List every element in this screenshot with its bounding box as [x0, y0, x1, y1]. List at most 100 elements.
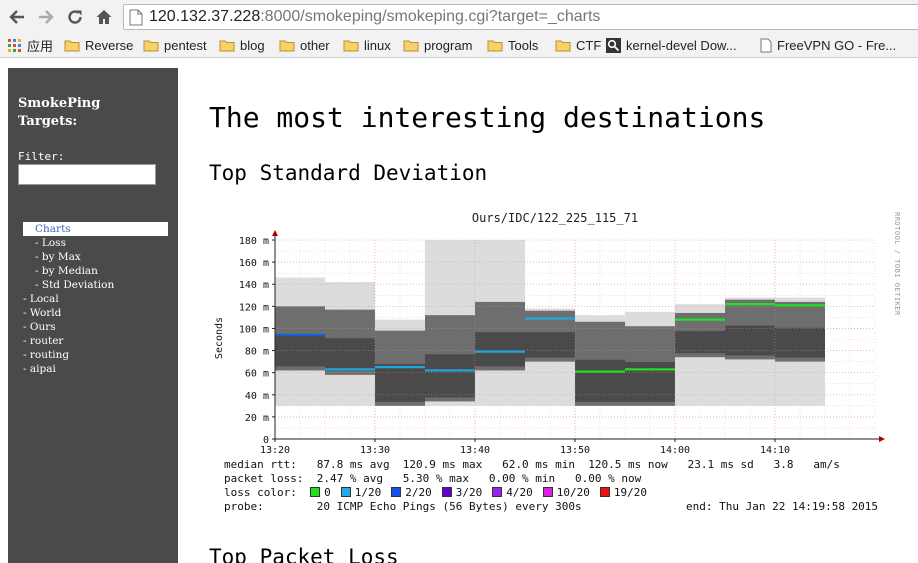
bookmark-0[interactable]: 应用: [8, 37, 53, 54]
folder-icon: [555, 39, 576, 52]
browser-toolbar: 120.132.37.228:8000/smokeping/smokeping.…: [0, 0, 918, 33]
x-axis-arrow-icon: [879, 436, 885, 442]
y-tick-label: 80 m: [245, 347, 269, 358]
menu-item-0[interactable]: Charts: [23, 222, 168, 236]
bookmark-label: CTF: [576, 38, 602, 53]
smoke-core-band: [475, 332, 525, 367]
smoke-core-band: [775, 327, 825, 358]
reload-icon: [68, 10, 82, 24]
bookmark-label: other: [300, 38, 330, 53]
menu-item-3[interactable]: - by Median: [35, 265, 98, 277]
bookmark-label: Tools: [508, 38, 539, 53]
bookmark-7[interactable]: Tools: [487, 37, 538, 54]
loss-color-label: 0: [324, 486, 331, 499]
sidebar: SmokePing Targets: Filter: Charts - Loss -…: [8, 68, 178, 563]
loss-color-swatch: [599, 487, 610, 497]
y-axis-label: Seconds: [214, 317, 225, 359]
filter-label: Filter:: [18, 150, 65, 163]
y-tick-label: 20 m: [245, 413, 269, 424]
y-tick-label: 40 m: [245, 391, 269, 402]
bookmark-6[interactable]: program: [403, 37, 472, 54]
x-tick-label: 14:10: [760, 445, 790, 456]
x-tick-label: 13:20: [260, 445, 290, 456]
smoke-core-band: [375, 364, 425, 402]
loss-color-label: 10/20: [556, 486, 590, 499]
menu-item-7[interactable]: - Ours: [23, 321, 56, 333]
bookmark-label: program: [424, 38, 473, 53]
folder-icon: [64, 39, 85, 52]
y-tick-label: 100 m: [239, 324, 269, 335]
loss-color-item: 1/20: [340, 486, 382, 499]
y-tick-label: 140 m: [239, 280, 269, 291]
loss-color-swatch: [340, 487, 351, 497]
forward-button[interactable]: [35, 6, 57, 28]
bookmark-10[interactable]: FreeVPN GO - Fre...: [760, 37, 896, 54]
smoke-core-band: [675, 331, 725, 354]
home-icon: [96, 10, 112, 24]
menu-item-1[interactable]: - Loss: [35, 237, 66, 249]
bookmark-2[interactable]: pentest: [143, 37, 207, 54]
loss-color-swatch: [441, 487, 452, 497]
rrdtool-credit: RRDTOOL / TOBI OETIKER: [893, 212, 901, 316]
smokeping-chart: 0 20 m 40 m 60 m 80 m 100 m 120 m 140 m 160 m 180…: [214, 230, 885, 456]
x-tick-label: 14:00: [660, 445, 690, 456]
menu-item-8[interactable]: - router: [23, 335, 64, 347]
bookmark-3[interactable]: blog: [219, 37, 265, 54]
section-title-std-deviation: Top Standard Deviation: [209, 161, 488, 185]
arrow-left-icon: [9, 10, 24, 24]
loss-color-label: loss color:: [224, 486, 311, 499]
loss-color-item: 2/20: [391, 486, 432, 499]
bookmark-label: FreeVPN GO - Fre...: [777, 38, 897, 53]
sidebar-title: SmokePing Targets:: [18, 96, 101, 129]
y-tick-label: 180 m: [239, 236, 269, 247]
bookmark-label: Reverse: [85, 38, 134, 53]
filter-input[interactable]: [18, 164, 156, 185]
menu-item-5[interactable]: - Local: [23, 293, 59, 305]
smoke-core-band: [625, 362, 675, 402]
apps-grid-icon: [8, 38, 27, 53]
url-text[interactable]: 120.132.37.228:8000/smokeping/smokeping.…: [149, 8, 601, 25]
loss-color-item: 0: [310, 486, 331, 499]
loss-color-item: 19/20: [599, 486, 647, 499]
x-tick-label: 13:30: [360, 445, 390, 456]
packet-loss-line: packet loss: 2.47 % avg 5.30 % max 0.00 …: [224, 472, 642, 485]
x-tick-label: 13:50: [560, 445, 590, 456]
bookmark-label: 应用: [27, 39, 54, 54]
bookmark-label: blog: [240, 38, 265, 53]
bookmarks-bar: 应用 Reverse pentest blog other linux program Too…: [0, 33, 918, 58]
home-button[interactable]: [93, 6, 115, 28]
loss-color-item: 4/20: [492, 486, 533, 499]
y-tick-label: 60 m: [245, 369, 269, 380]
bookmark-label: pentest: [164, 38, 207, 53]
menu-item-6[interactable]: - World: [23, 307, 62, 319]
bookmark-4[interactable]: other: [279, 37, 330, 54]
folder-icon: [487, 39, 508, 52]
back-button[interactable]: [6, 6, 28, 28]
smoke-core-band: [725, 325, 775, 356]
reload-button[interactable]: [64, 6, 86, 28]
address-bar[interactable]: 120.132.37.228:8000/smokeping/smokeping.…: [123, 4, 918, 30]
menu-item-10[interactable]: - aipai: [23, 363, 56, 375]
bookmark-1[interactable]: Reverse: [64, 37, 133, 54]
bookmark-9[interactable]: kernel-devel Dow...: [606, 37, 737, 54]
median-rtt-line: median rtt: 87.8 ms avg 120.9 ms max 62.…: [224, 458, 840, 471]
loss-color-line: loss color: 0 1/20 2/20 3/20 4/20 10/20 19/20: [224, 486, 657, 500]
menu-item-2[interactable]: - by Max: [35, 251, 81, 263]
smoke-core-band: [425, 354, 475, 398]
page-icon: [129, 9, 143, 26]
menu-item-4[interactable]: - Std Deviation: [35, 279, 115, 291]
smoke-core-band: [325, 338, 375, 371]
probe-line: probe: 20 ICMP Echo Pings (56 Bytes) eve…: [224, 500, 582, 513]
loss-color-label: 3/20: [455, 486, 483, 499]
loss-color-item: 10/20: [542, 486, 590, 499]
loss-color-label: 1/20: [354, 486, 382, 499]
bookmark-label: kernel-devel Dow...: [626, 38, 737, 53]
chart-title: Ours/IDC/122_225_115_71: [471, 211, 639, 225]
page-icon: [760, 38, 777, 53]
x-tick-label: 13:40: [460, 445, 490, 456]
bookmark-5[interactable]: linux: [343, 37, 391, 54]
menu-item-9[interactable]: - routing: [23, 349, 70, 361]
smoke-core-band: [525, 332, 575, 358]
bookmark-8[interactable]: CTF: [555, 37, 601, 54]
folder-icon: [279, 39, 300, 52]
